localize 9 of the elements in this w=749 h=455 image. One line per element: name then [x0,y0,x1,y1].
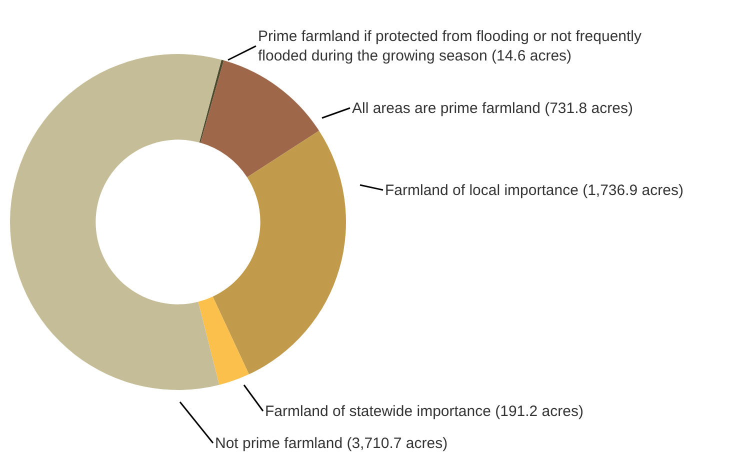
donut-slice [212,130,346,374]
slice-label: Prime farmland if protected from flooding or not frequently flooded during the growing season (14.6 acres) [258,28,642,64]
donut-slice [10,54,222,390]
slice-label: Farmland of local importance (1,736.9 acres) [385,182,684,199]
slice-label: Not prime farmland (3,710.7 acres) [215,435,448,452]
donut-slice [198,296,249,385]
slice-label: Farmland of statewide importance (191.2 acres) [265,403,584,420]
donut-slice [199,60,224,143]
slice-label: All areas are prime farmland (731.8 acres) [352,100,633,117]
